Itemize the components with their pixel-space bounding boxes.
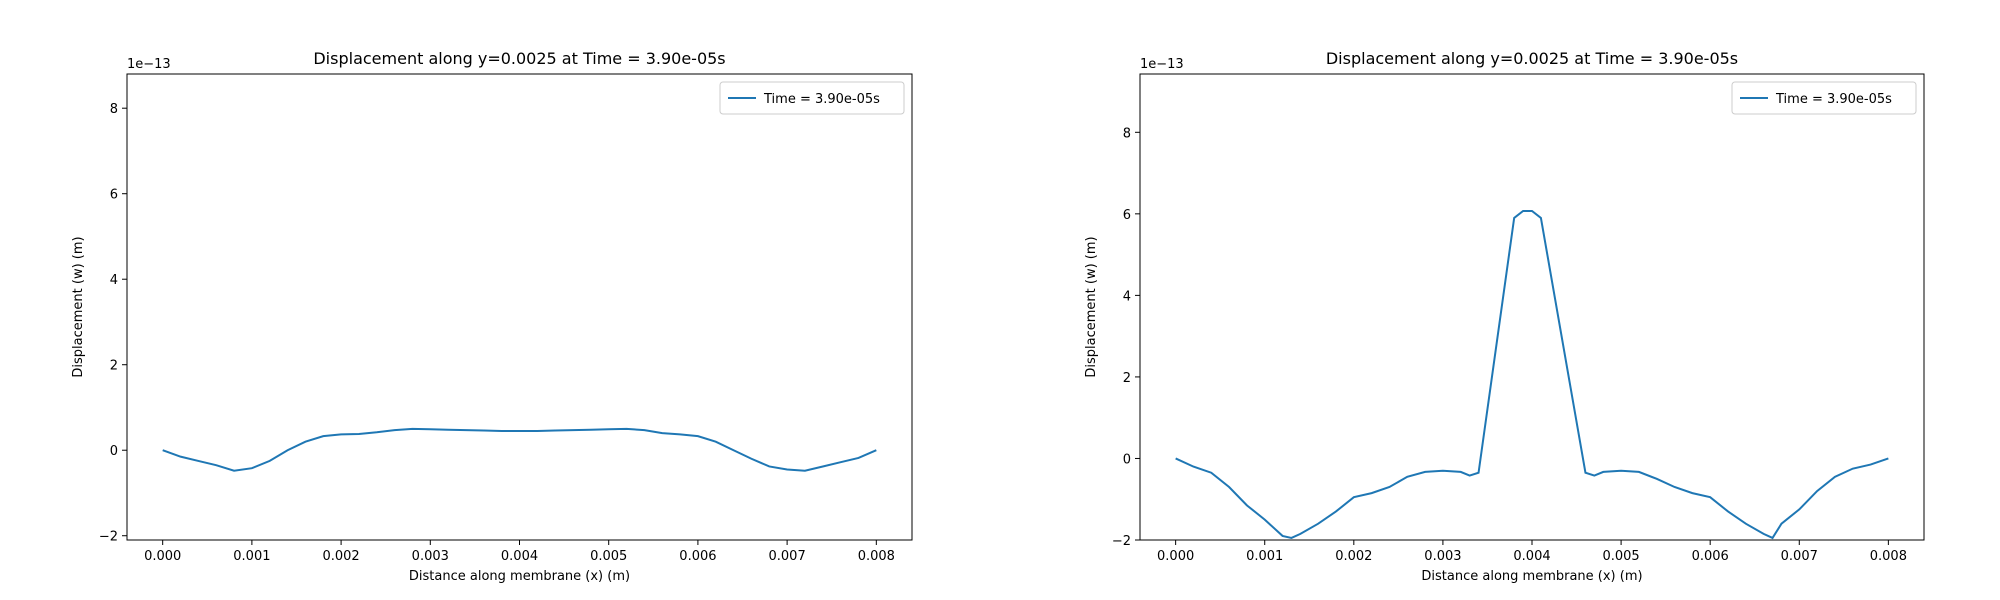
x-tick-label: 0.007: [1781, 549, 1818, 564]
x-tick-label: 0.000: [1157, 549, 1194, 564]
x-tick-label: 0.007: [769, 549, 806, 564]
x-tick-label: 0.006: [1692, 549, 1729, 564]
x-tick-label: 0.001: [1246, 549, 1283, 564]
data-line: [162, 427, 877, 472]
legend-box: [719, 81, 905, 115]
chart-title: Displacement along y=0.0025 at Time = 3.…: [313, 49, 725, 68]
y-tick-label: 8: [110, 102, 118, 117]
x-tick-label: 0.008: [858, 549, 895, 564]
chart-title: Displacement along y=0.0025 at Time = 3.…: [1326, 49, 1738, 68]
x-tick-label: 0.000: [144, 549, 181, 564]
y-offset-label: 1e−13: [127, 57, 171, 72]
x-axis-label: Distance along membrane (x) (m): [1421, 569, 1642, 584]
y-offset-label: 1e−13: [1140, 57, 1184, 72]
y-tick-label: 4: [110, 273, 118, 288]
x-tick-label: 0.006: [679, 549, 716, 564]
data-line: [1175, 209, 1889, 540]
x-tick-label: 0.002: [1335, 549, 1372, 564]
y-tick-label: 0: [1123, 452, 1131, 467]
y-tick-label: −2: [1112, 534, 1131, 549]
legend: Time = 3.90e-05s: [719, 81, 905, 115]
legend-label: Time = 3.90e-05s: [1775, 92, 1892, 107]
y-axis-label: Displacement (w) (m): [71, 236, 86, 377]
legend: Time = 3.90e-05s: [1731, 81, 1917, 115]
x-tick-label: 0.003: [1424, 549, 1461, 564]
x-tick-label: 0.005: [1602, 549, 1639, 564]
x-tick-label: 0.001: [233, 549, 270, 564]
legend-label: Time = 3.90e-05s: [763, 92, 880, 107]
x-tick-label: 0.003: [412, 549, 449, 564]
y-tick-label: 2: [1123, 371, 1131, 386]
x-axis-label: Distance along membrane (x) (m): [409, 569, 630, 584]
y-tick-label: 8: [1123, 126, 1131, 141]
x-tick-label: 0.004: [1513, 549, 1550, 564]
y-tick-label: 6: [110, 188, 118, 203]
y-tick-label: 2: [110, 359, 118, 374]
y-axis-label: Displacement (w) (m): [1084, 236, 1099, 377]
y-tick-label: 6: [1123, 208, 1131, 223]
x-tick-label: 0.002: [322, 549, 359, 564]
y-tick-label: 0: [110, 444, 118, 459]
y-tick-label: −2: [99, 530, 118, 545]
axes-frame: [1139, 73, 1925, 541]
x-tick-label: 0.005: [590, 549, 627, 564]
legend-box: [1731, 81, 1917, 115]
y-tick-label: 4: [1123, 289, 1131, 304]
x-tick-label: 0.008: [1870, 549, 1907, 564]
x-tick-label: 0.004: [501, 549, 538, 564]
axes-frame: [126, 73, 913, 541]
